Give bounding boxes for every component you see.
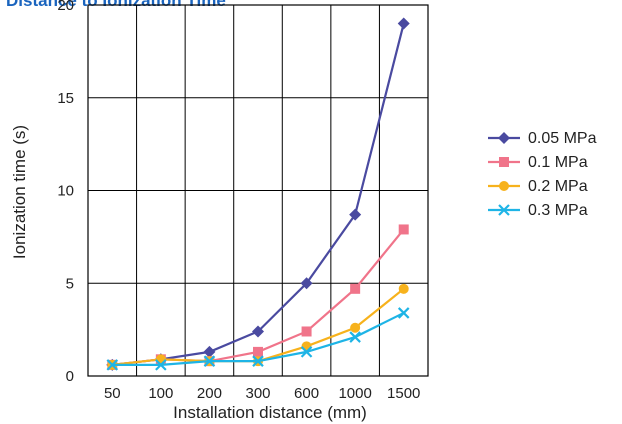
data-point: [350, 283, 361, 294]
x-marker-stroke: [106, 359, 119, 371]
data-point: [106, 359, 119, 371]
series-line: [112, 228, 405, 366]
x-tick-label: 200: [197, 385, 222, 402]
y-tick-label: 20: [57, 0, 74, 14]
series-1: [107, 224, 409, 370]
x-marker-stroke: [155, 359, 167, 371]
data-point: [397, 17, 410, 30]
data-point: [398, 283, 409, 294]
legend-item: 0.1 MPa: [488, 154, 588, 171]
x-marker-stroke: [252, 355, 264, 367]
plot-frame: [87, 4, 429, 377]
legend-label: 0.3 MPa: [528, 202, 588, 219]
data-point: [300, 346, 313, 358]
y-tick-label: 10: [57, 183, 74, 200]
x-marker-stroke: [498, 204, 510, 216]
x-tick-label: 300: [245, 385, 270, 402]
x-tick-label: 100: [148, 385, 173, 402]
legend-label: 0.2 MPa: [528, 178, 588, 195]
x-tick-label: 1500: [387, 385, 420, 402]
plot-grid: [87, 4, 429, 377]
data-point: [155, 359, 167, 371]
data-point: [252, 355, 264, 367]
data-point: [253, 346, 263, 357]
x-tick-label: 600: [294, 385, 319, 402]
y-tick-labels: 0 5 10 15 20: [57, 0, 74, 385]
series-0: [106, 17, 410, 371]
data-point: [397, 307, 410, 319]
data-point: [301, 326, 312, 337]
x-marker-stroke: [300, 346, 313, 358]
x-axis-label: Installation distance (mm): [173, 403, 367, 422]
data-point: [203, 345, 216, 358]
legend: 0.05 MPa 0.1 MPa 0.2 MPa 0.3 MPa: [488, 130, 597, 219]
y-tick-label: 15: [57, 90, 74, 107]
data-point: [203, 355, 216, 367]
legend-marker: [499, 157, 509, 167]
x-tick-labels: 50 100 200 300 600 1000 1500: [104, 385, 420, 402]
legend-item: 0.3 MPa: [488, 202, 588, 219]
legend-marker: [498, 132, 510, 144]
series-layer: [106, 17, 410, 371]
legend-item: 0.2 MPa: [488, 178, 588, 195]
x-marker-stroke: [397, 307, 410, 319]
legend-item: 0.05 MPa: [488, 130, 597, 147]
series-line: [112, 23, 405, 366]
y-axis-label: Ionization time (s): [10, 125, 29, 259]
data-point: [398, 224, 409, 235]
x-marker-stroke: [203, 355, 216, 367]
data-point: [300, 277, 313, 290]
legend-marker: [499, 181, 509, 191]
legend-marker: [498, 204, 510, 216]
data-point: [252, 325, 264, 338]
y-tick-label: 0: [66, 368, 74, 385]
legend-label: 0.05 MPa: [528, 130, 597, 147]
x-tick-label: 1000: [338, 385, 371, 402]
legend-label: 0.1 MPa: [528, 154, 588, 171]
x-tick-label: 50: [104, 385, 121, 402]
data-point: [349, 208, 362, 221]
x-marker-stroke: [349, 331, 361, 343]
data-point: [350, 322, 361, 333]
y-tick-label: 5: [66, 275, 74, 292]
data-point: [349, 331, 361, 343]
series-3: [106, 307, 410, 371]
